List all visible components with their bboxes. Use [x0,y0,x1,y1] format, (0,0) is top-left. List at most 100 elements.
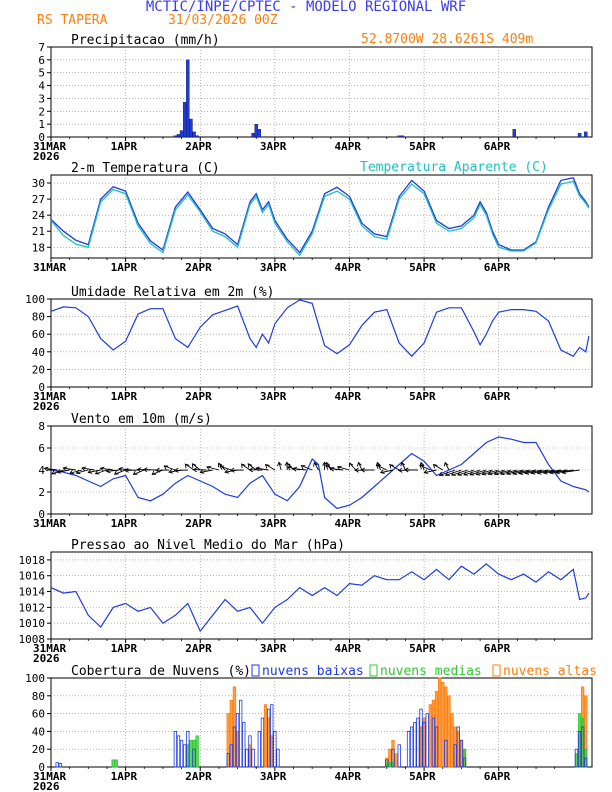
cloud-bar-nuvens-baixas [251,748,255,768]
y-tick-label: 7 [38,41,45,54]
legend-swatch [492,664,501,677]
wind-arrow-head [219,465,225,470]
wind-arrow [76,469,89,474]
y-tick-label: 6 [38,54,45,67]
y-tick-label: 0 [38,381,45,394]
wind-arrow [206,466,220,471]
x-tick-label: 5APR [409,390,436,403]
cloud-bar-nuvens-baixas [462,757,467,768]
wind-arrow [500,469,518,475]
wind-arrow-head [69,469,75,475]
wind-arrow-head [206,465,212,471]
wind-arrow [494,469,512,475]
wind-arrow [88,469,101,473]
x-tick-label: 4APR [334,390,361,403]
cloud-bar-nuvens-baixas [397,744,401,768]
precip-bar [397,135,401,138]
station-name: RS TAPERA [37,13,108,28]
cloud-bar-nuvens-baixas [584,757,588,768]
wind-arrow-head [136,467,142,473]
wind-arrow-head [451,471,456,476]
x-tick-label-date: 31MAR [33,642,66,655]
cloud-bar-nuvens-altas [441,682,445,768]
wind-arrow-head [499,470,505,476]
wind-speed-line [50,436,590,510]
wind-arrow-head [277,461,282,467]
cloud-bar-nuvens-baixas [245,748,249,768]
cloud-bar-nuvens-baixas [410,726,414,768]
wind-arrow-head [56,469,62,474]
cloud-bar-nuvens-baixas [232,726,237,768]
wind-arrow-head [356,461,362,467]
x-tick-label-year: 2026 [33,652,60,665]
wind-arrow [555,469,574,474]
x-tick-label-date: 31MAR [33,140,66,153]
cloud-bar-nuvens-medias [189,739,193,768]
x-tick-label: 5APR [409,517,436,530]
wind-arrow [200,469,213,473]
wind-arrow-head [397,467,403,473]
wind-arrow-head [163,465,169,470]
legend-swatch [369,664,378,677]
y-tick-label: 80 [32,690,45,703]
wind-arrow-head [432,463,438,469]
x-tick-label: 1APR [111,261,138,274]
cloud-bar-nuvens-baixas [456,726,460,768]
y-tick-label: 60 [32,708,45,721]
cloud-bar-nuvens-baixas [434,726,439,768]
wind-arrow-head [118,466,123,472]
y-tick-label: 20 [32,743,45,756]
x-tick-label: 6APR [484,517,511,530]
cloud-bar-nuvens-altas [394,753,398,768]
wind-arrow [314,462,319,471]
apparent-temperature-line [50,180,590,257]
wind-arrow-head [438,471,444,476]
x-tick-label: 6APR [484,261,511,274]
cloud-bar-nuvens-baixas [183,744,187,768]
wind-arrow [114,469,126,475]
wind-arrow-head [506,470,511,476]
y-tick-label: 20 [32,363,45,376]
cloud-bar-nuvens-baixas [266,708,271,768]
wind-arrow [330,468,344,471]
x-tick-label: 2APR [185,770,212,783]
panel-title: Umidade Relativa em 2m (%) [71,285,275,300]
x-tick-label-year: 2026 [33,780,60,792]
precip-bar [173,135,178,138]
cloud-bar-nuvens-baixas [431,717,436,768]
wind-arrow-head [389,464,394,469]
x-tick-label: 31MAR [33,261,66,274]
wind-arrow [100,467,114,471]
wind-arrow-head [224,468,230,474]
cloud-bar-nuvens-baixas [425,713,429,768]
x-tick-label: 1APR [111,642,138,655]
cloud-bar-nuvens-baixas [574,748,579,768]
x-tick-label: 31MAR [33,517,66,530]
wind-arrow-head [419,464,425,470]
wind-arrow-head [199,469,205,474]
y-tick-label: 8 [38,420,45,433]
y-tick-label: 1010 [19,617,46,630]
cloud-bar-nuvens-altas [437,677,442,768]
panel-3: 0 20 40 60 80 100 31MAR 2026 1APR 2APR 3APR 4APR 5AP… [25,285,593,413]
cloud-bar-nuvens-baixas [242,722,246,768]
wind-arrow [247,463,257,471]
precip-bar [186,59,190,138]
wind-arrow-head [512,470,517,475]
x-tick-label: 31MAR 2026 [33,390,66,413]
wind-arrow-head [325,465,331,470]
wind-arrow [376,464,387,471]
wind-arrow-head [240,463,246,469]
cloud-bar-nuvens-baixas [235,713,240,768]
cloud-bar-nuvens-baixas [459,739,464,768]
wind-arrow-head [99,466,105,472]
wind-arrow-head [192,467,198,473]
wind-arrow [424,469,437,474]
cloud-bar-nuvens-baixas [257,731,261,768]
y-tick-label: 40 [32,346,45,359]
y-tick-label: 100 [25,293,45,306]
cloud-bar-nuvens-baixas [270,704,274,768]
